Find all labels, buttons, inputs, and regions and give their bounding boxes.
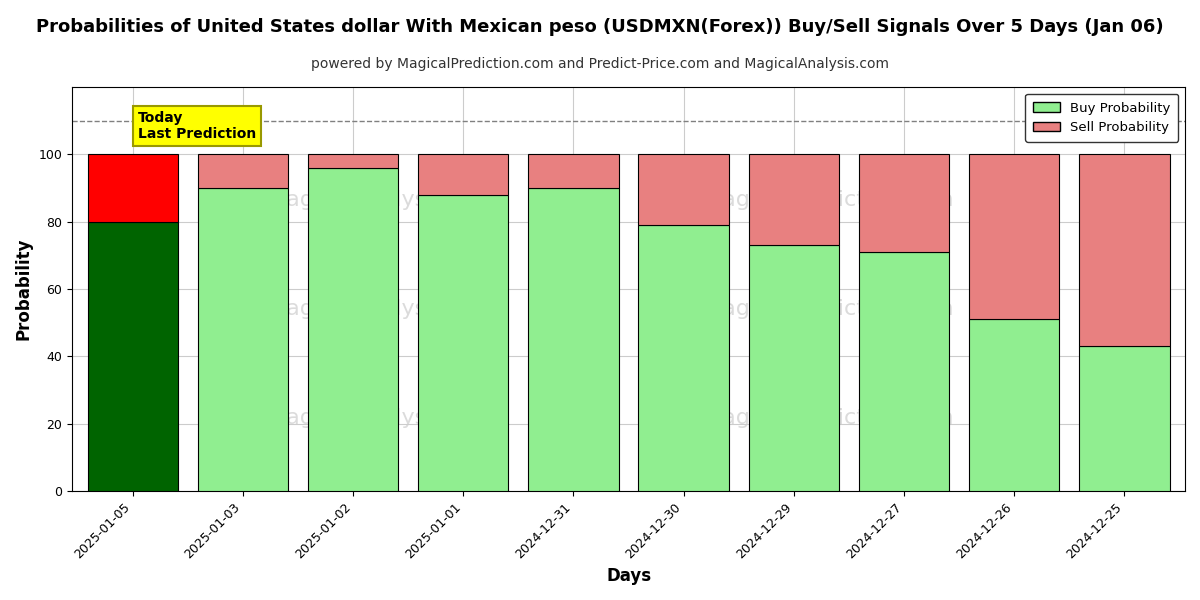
Text: MagicalPrediction.com: MagicalPrediction.com — [703, 190, 954, 210]
Bar — [1079, 154, 1170, 346]
Bar — [638, 154, 728, 225]
Text: Today
Last Prediction: Today Last Prediction — [138, 110, 257, 141]
Bar — [308, 168, 398, 491]
Bar — [418, 195, 509, 491]
Text: MagicalAnalysis.com: MagicalAnalysis.com — [268, 409, 499, 428]
Bar — [1079, 346, 1170, 491]
X-axis label: Days: Days — [606, 567, 652, 585]
Legend: Buy Probability, Sell Probability: Buy Probability, Sell Probability — [1025, 94, 1178, 142]
Y-axis label: Probability: Probability — [16, 238, 34, 340]
Text: MagicalAnalysis.com: MagicalAnalysis.com — [268, 190, 499, 210]
Text: MagicalPrediction.com: MagicalPrediction.com — [703, 299, 954, 319]
Bar — [970, 319, 1060, 491]
Bar — [198, 154, 288, 188]
Bar — [88, 222, 178, 491]
Bar — [528, 154, 619, 188]
Text: MagicalAnalysis.com: MagicalAnalysis.com — [268, 299, 499, 319]
Bar — [749, 154, 839, 245]
Bar — [749, 245, 839, 491]
Text: powered by MagicalPrediction.com and Predict-Price.com and MagicalAnalysis.com: powered by MagicalPrediction.com and Pre… — [311, 57, 889, 71]
Text: MagicalPrediction.com: MagicalPrediction.com — [703, 409, 954, 428]
Bar — [638, 225, 728, 491]
Bar — [859, 154, 949, 252]
Bar — [308, 154, 398, 168]
Text: Probabilities of United States dollar With Mexican peso (USDMXN(Forex)) Buy/Sell: Probabilities of United States dollar Wi… — [36, 18, 1164, 36]
Bar — [198, 188, 288, 491]
Bar — [859, 252, 949, 491]
Bar — [970, 154, 1060, 319]
Bar — [418, 154, 509, 195]
Bar — [528, 188, 619, 491]
Bar — [88, 154, 178, 222]
